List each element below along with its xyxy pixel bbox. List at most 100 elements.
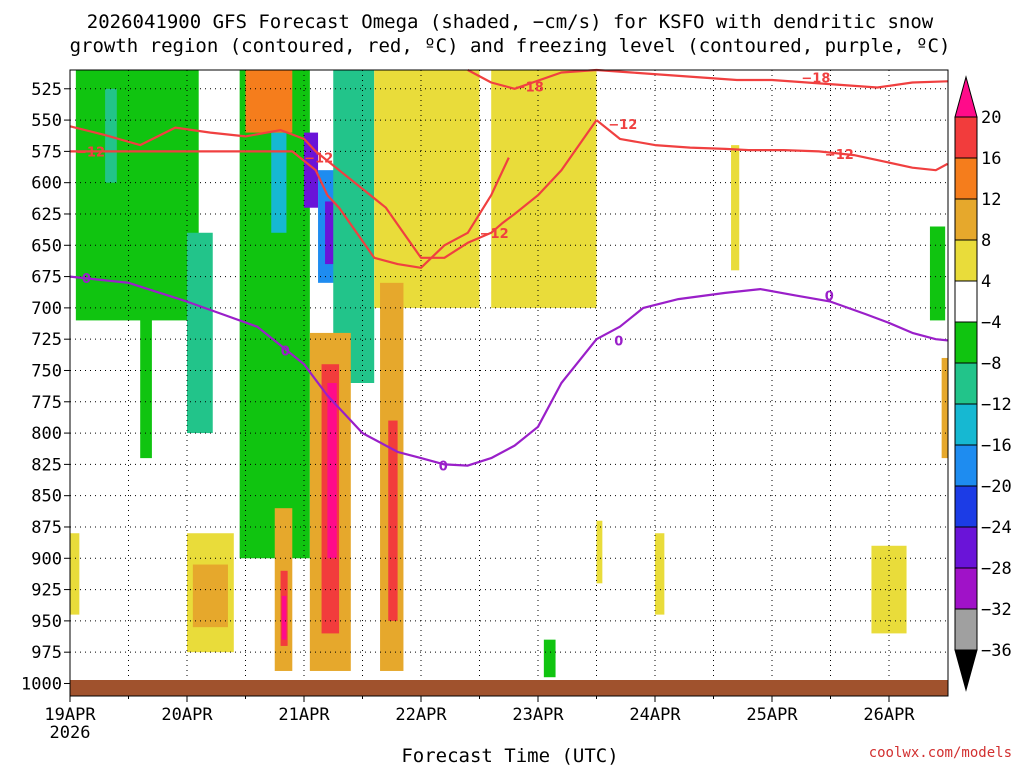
- y-tick-label: 550: [31, 111, 62, 131]
- shaded-region-27: [731, 145, 740, 271]
- contour-label-0: −12: [76, 145, 105, 160]
- y-tick-label: 950: [31, 612, 62, 632]
- y-axis-ticks: 525 550 575 600 625 650 675 700 725 750 775 800 825 8…: [21, 80, 70, 694]
- y-tick-label: 525: [31, 80, 62, 100]
- contour-line-4: [69, 275, 948, 467]
- shaded-region-9: [333, 70, 375, 383]
- y-tick-label: 825: [31, 455, 62, 475]
- y-tick-label: 750: [31, 361, 62, 381]
- colorbar-bin: [954, 526, 978, 569]
- colorbar-label: −20: [981, 477, 1012, 497]
- contour-label-9: 0: [439, 460, 448, 475]
- colorbar: 20 16 12 8 4 −4 −8 −12 −16 −20 −24 −28 −32 −36: [954, 75, 1012, 692]
- x-tick-label: 21APR: [278, 705, 330, 725]
- shaded-region-10: [70, 533, 80, 615]
- colorbar-label: −8: [981, 354, 1001, 374]
- y-tick-label: 850: [31, 487, 62, 507]
- colorbar-bin: [954, 198, 978, 241]
- colorbar-label: −12: [981, 395, 1012, 415]
- colorbar-top-arrow: [954, 75, 978, 118]
- y-tick-label: 650: [31, 236, 62, 256]
- y-tick-label: 600: [31, 174, 62, 194]
- colorbar-label: 8: [981, 231, 991, 251]
- colorbar-label: −36: [981, 641, 1012, 661]
- colorbar-bin: [954, 157, 978, 200]
- y-tick-label: 775: [31, 393, 62, 413]
- y-tick-label: 875: [31, 518, 62, 538]
- x-tick-label: 23APR: [512, 705, 564, 725]
- colorbar-label: −32: [981, 600, 1012, 620]
- contour-line-3: [467, 68, 948, 90]
- x-tick-label: 25APR: [746, 705, 798, 725]
- colorbar-label: −16: [981, 436, 1012, 456]
- shaded-region-26: [655, 533, 665, 615]
- colorbar-label: −4: [981, 313, 1001, 333]
- colorbar-bin: [954, 116, 978, 159]
- shaded-region-20: [327, 383, 337, 559]
- colorbar-label: 16: [981, 149, 1001, 169]
- shaded-region-29: [929, 226, 946, 321]
- colorbar-bin: [954, 403, 978, 446]
- colorbar-bin: [954, 608, 978, 651]
- shaded-region-0: [75, 70, 199, 321]
- colorbar-bin: [954, 239, 978, 282]
- contour-label-2: −12: [480, 227, 509, 242]
- x-tick-sublabel: 2026: [50, 723, 91, 743]
- x-axis-label: Forecast Time (UTC): [401, 745, 618, 767]
- contour-line-0: [69, 119, 598, 259]
- y-tick-label: 900: [31, 549, 62, 569]
- colorbar-bin: [954, 485, 978, 528]
- contour-label-7: 0: [82, 272, 91, 287]
- colorbar-label: 20: [981, 108, 1001, 128]
- colorbar-bin: [954, 567, 978, 610]
- shaded-region-25: [543, 639, 556, 678]
- contour-line-1: [70, 150, 510, 269]
- shaded-region-17: [281, 595, 287, 640]
- x-tick-label: 19APR: [44, 705, 96, 725]
- contour-label-11: 0: [825, 289, 834, 304]
- y-tick-label: 975: [31, 643, 62, 663]
- contour-label-10: 0: [614, 334, 623, 349]
- shaded-region-2: [140, 295, 152, 459]
- contour-label-4: −12: [608, 118, 637, 133]
- temperature-contours: [69, 68, 949, 467]
- colorbar-bottom-arrow: [954, 649, 978, 692]
- contour-line-2: [595, 119, 949, 172]
- colorbar-bin: [954, 362, 978, 405]
- colorbar-label: −28: [981, 559, 1012, 579]
- y-tick-label: 1000: [21, 674, 62, 694]
- shaded-region-8: [325, 201, 335, 265]
- shaded-region-22: [388, 420, 398, 621]
- colorbar-bin: [954, 280, 978, 323]
- contour-label-1: −12: [304, 152, 333, 167]
- plot-frame: [69, 69, 949, 697]
- credit-label: coolwx.com/models: [869, 745, 1012, 761]
- x-tick-label: 22APR: [395, 705, 447, 725]
- x-tick-label: 26APR: [863, 705, 915, 725]
- colorbar-bin: [954, 321, 978, 364]
- contour-label-6: −18: [801, 72, 830, 87]
- colorbar-label: 4: [981, 272, 991, 292]
- shaded-region-5: [271, 132, 287, 233]
- omega-shading: [70, 70, 948, 678]
- y-tick-label: 575: [31, 142, 62, 162]
- contour-labels: −12 −12 −12 −18 −12 −12 −18 0 0 0 0 0: [76, 72, 854, 475]
- y-tick-label: 700: [31, 299, 62, 319]
- shaded-region-30: [941, 357, 948, 459]
- colorbar-bin: [954, 444, 978, 487]
- chart-title-line1: 2026041900 GFS Forecast Omega (shaded, −…: [87, 11, 934, 33]
- y-tick-label: 725: [31, 330, 62, 350]
- y-tick-label: 800: [31, 424, 62, 444]
- shaded-region-14: [374, 70, 480, 308]
- colorbar-label: 12: [981, 190, 1001, 210]
- x-tick-label: 20APR: [161, 705, 213, 725]
- x-tick-label: 24APR: [629, 705, 681, 725]
- contour-label-3: −18: [515, 80, 544, 95]
- y-tick-label: 675: [31, 268, 62, 288]
- contour-label-5: −12: [825, 148, 854, 163]
- y-tick-label: 625: [31, 205, 62, 225]
- shaded-region-12: [192, 564, 228, 628]
- shaded-region-24: [596, 520, 603, 584]
